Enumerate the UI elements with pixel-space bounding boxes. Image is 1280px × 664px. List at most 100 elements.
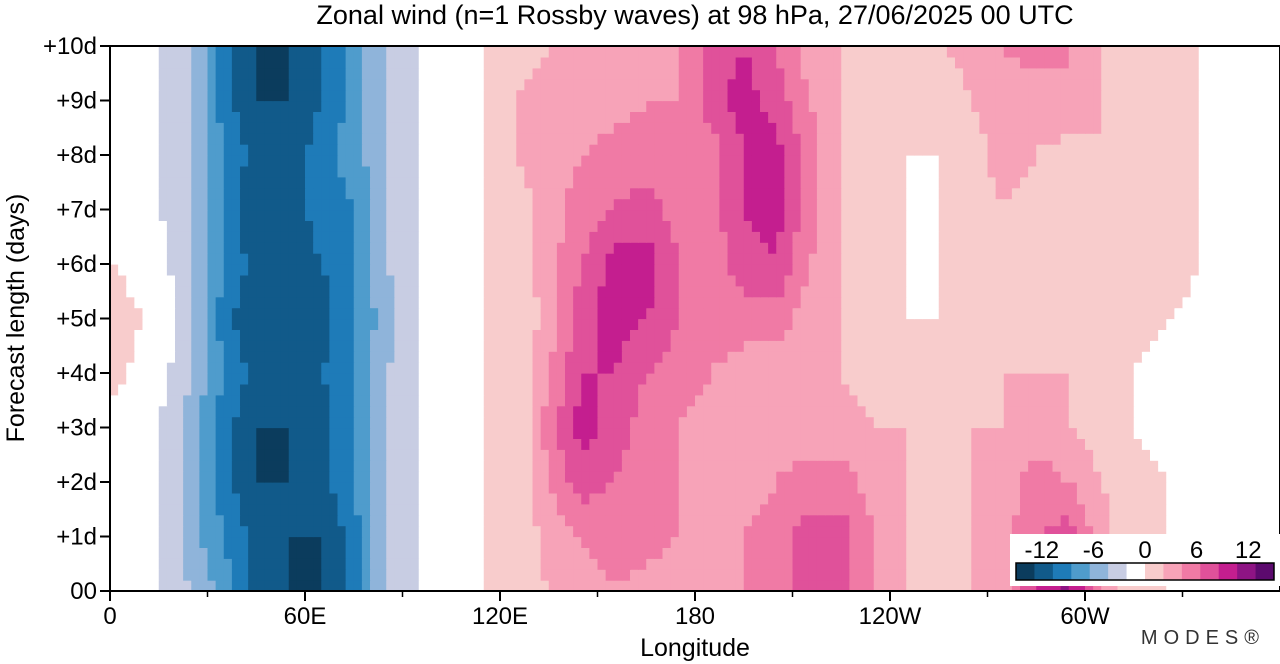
wind-cell — [816, 394, 826, 407]
wind-cell — [654, 569, 664, 581]
wind-cell — [1271, 329, 1280, 341]
wind-cell — [589, 307, 599, 320]
wind-cell — [784, 449, 794, 461]
wind-cell — [435, 362, 444, 374]
wind-cell — [987, 416, 997, 429]
wind-cell — [418, 503, 428, 516]
wind-cell — [337, 449, 347, 461]
wind-cell — [695, 351, 704, 363]
wind-cell — [1011, 264, 1021, 276]
wind-cell — [613, 307, 623, 320]
wind-cell — [565, 362, 574, 374]
wind-cell — [695, 525, 704, 538]
wind-cell — [1125, 405, 1135, 418]
wind-cell — [475, 569, 485, 581]
wind-cell — [516, 438, 525, 450]
wind-cell — [435, 231, 444, 243]
wind-cell — [654, 394, 664, 407]
wind-cell — [792, 438, 802, 450]
wind-cell — [516, 220, 525, 232]
wind-cell — [532, 253, 542, 265]
wind-cell — [1247, 351, 1257, 363]
wind-cell — [329, 416, 339, 429]
wind-cell — [971, 482, 980, 494]
wind-cell — [491, 264, 501, 276]
wind-cell — [849, 231, 859, 243]
wind-cell — [548, 285, 558, 298]
wind-cell — [565, 329, 574, 341]
wind-cell — [110, 536, 119, 548]
wind-cell — [402, 503, 412, 516]
wind-cell — [865, 580, 875, 591]
wind-cell — [248, 416, 257, 429]
wind-cell — [1028, 296, 1037, 309]
wind-cell — [678, 558, 688, 570]
wind-cell — [646, 285, 655, 298]
wind-cell — [711, 438, 720, 450]
wind-cell — [621, 253, 631, 265]
wind-cell — [508, 264, 517, 276]
wind-cell — [930, 514, 940, 527]
wind-cell — [240, 307, 249, 320]
wind-cell — [987, 492, 997, 505]
wind-cell — [1141, 482, 1151, 494]
wind-cell — [987, 525, 997, 538]
wind-cell — [1182, 318, 1192, 330]
wind-cell — [938, 525, 948, 538]
wind-cell — [825, 471, 834, 483]
wind-cell — [1166, 373, 1175, 385]
wind-cell — [1150, 492, 1159, 505]
wind-cell — [703, 274, 712, 287]
wind-cell — [605, 427, 615, 439]
wind-cell — [1247, 438, 1257, 450]
wind-cell — [678, 569, 688, 581]
wind-cell — [955, 340, 964, 352]
wind-cell — [386, 405, 395, 418]
wind-cell — [288, 318, 298, 330]
wind-cell — [605, 373, 615, 385]
wind-cell — [930, 558, 940, 570]
wind-cell — [727, 558, 737, 570]
wind-cell — [703, 231, 712, 243]
wind-cell — [313, 220, 322, 232]
wind-cell — [500, 558, 509, 570]
wind-cell — [1003, 242, 1013, 254]
wind-cell — [532, 351, 542, 363]
wind-cell — [662, 394, 672, 407]
wind-cell — [922, 307, 932, 320]
wind-cell — [768, 329, 777, 341]
wind-cell — [256, 242, 265, 254]
wind-cell — [296, 558, 306, 570]
wind-cell — [1206, 318, 1216, 330]
wind-cell — [1076, 373, 1086, 385]
wind-cell — [654, 285, 664, 298]
wind-cell — [678, 373, 688, 385]
wind-cell — [565, 285, 574, 298]
wind-cell — [191, 558, 200, 570]
wind-cell — [1198, 307, 1208, 320]
wind-cell — [987, 460, 997, 472]
wind-cell — [1093, 231, 1102, 243]
wind-cell — [906, 547, 915, 559]
wind-cell — [443, 307, 452, 320]
wind-cell — [223, 351, 233, 363]
wind-cell — [987, 514, 997, 527]
wind-cell — [321, 525, 330, 538]
wind-cell — [524, 383, 534, 396]
wind-cell — [1044, 296, 1054, 309]
wind-cell — [345, 416, 355, 429]
wind-cell — [816, 242, 826, 254]
wind-cell — [857, 307, 867, 320]
wind-cell — [516, 580, 525, 591]
wind-cell — [126, 296, 135, 309]
wind-cell — [662, 492, 672, 505]
wind-cell — [792, 482, 802, 494]
wind-cell — [556, 373, 566, 385]
wind-cell — [451, 329, 460, 341]
wind-cell — [1271, 253, 1280, 265]
wind-cell — [426, 438, 436, 450]
wind-cell — [841, 405, 850, 418]
wind-cell — [280, 242, 290, 254]
wind-cell — [361, 307, 371, 320]
wind-cell — [613, 264, 623, 276]
